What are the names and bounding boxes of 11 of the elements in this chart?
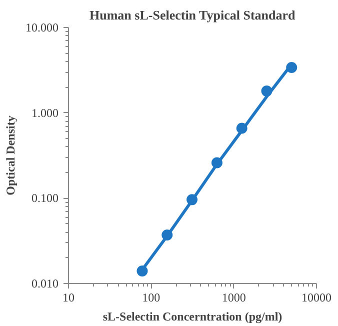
y-tick-label: 10.000	[26, 20, 58, 34]
y-tick-label: 0.100	[32, 191, 58, 206]
y-tick-label: 0.010	[32, 276, 58, 290]
y-axis-title: Optical Density	[4, 116, 18, 196]
x-tick-label: 100	[142, 290, 160, 304]
y-tick-label: 1.000	[32, 106, 58, 120]
x-tick-label: 10	[62, 290, 74, 304]
chart-title: Human sL-Selectin Typical Standard	[90, 8, 296, 22]
x-tick-label: 10000	[302, 290, 332, 304]
x-tick-label: 1000	[222, 290, 246, 304]
x-axis-title: sL-Selectin Concerntration (pg/ml)	[102, 310, 282, 324]
